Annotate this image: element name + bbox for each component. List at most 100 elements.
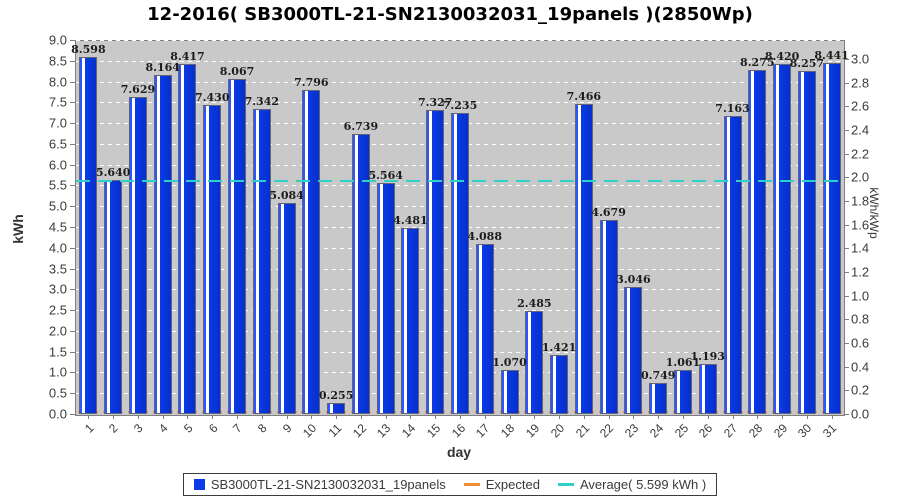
bar-day-23 [624,287,643,414]
bar-day-16 [451,113,469,414]
x-axis-tick-label: 23 [621,421,642,441]
bar-day-7 [228,78,247,414]
x-axis-tick-label: 28 [745,421,766,441]
bar-value-label: 4.679 [591,205,626,219]
y-axis-tick-mark [70,143,75,145]
x-axis-tick-label: 9 [279,421,295,436]
x-axis-tick-mark [559,415,561,419]
y2-axis-tick-mark [844,177,849,179]
bar-value-label: 7.342 [244,94,280,108]
legend-swatch-line [557,483,574,486]
x-axis-tick-label: 8 [255,421,270,436]
x-axis-tick-label: 3 [131,421,146,436]
bar-value-label: 7.327 [417,95,453,109]
y2-axis-tick-label: 3.0 [851,51,870,67]
y2-axis-tick-mark [844,295,849,297]
x-axis-tick-label: 1 [81,421,97,436]
x-axis-tick-mark [212,415,214,419]
legend-swatch-series [193,479,205,490]
bar-value-label: 7.430 [195,91,230,105]
x-axis-tick-label: 17 [473,421,493,441]
legend-item: Average( 5.599 kWh ) [557,477,706,492]
y2-axis-tick-mark [844,106,849,108]
y-axis-tick-label: 9.0 [48,32,67,48]
y-axis-tick-mark [70,310,75,312]
y-axis-tick-label: 1.5 [48,344,67,360]
x-axis-tick-label: 12 [349,421,369,441]
y2-axis-tick-label: 0.2 [851,382,870,398]
chart-title: 12-2016( SB3000TL-21-SN2130032031_19pane… [147,4,753,25]
x-axis-tick-mark [88,415,90,419]
y-axis-tick-mark [70,227,75,228]
y2-axis-tick-label: 0.0 [851,406,870,422]
y-axis-tick-mark [70,123,75,125]
x-axis-tick-label: 6 [205,421,221,436]
y-axis-title-right: kWh/kWp [867,187,881,239]
y2-axis-tick-label: 0.4 [851,359,870,375]
bar-value-label: 7.796 [294,76,329,90]
bar-value-label: 8.420 [764,50,800,64]
y2-axis-tick-mark [844,82,849,84]
bar-day-14 [401,227,420,414]
bar-value-label: 5.640 [95,165,131,179]
bar-day-24 [649,382,668,414]
h-gridline [76,60,844,62]
h-gridline [76,81,844,83]
x-axis-tick-label: 2 [106,421,122,436]
bar-day-1 [79,56,98,414]
y2-axis-tick-label: 0.6 [851,335,870,351]
y2-axis-tick-mark [844,319,849,321]
bar-value-label: 1.193 [690,350,725,364]
x-axis-tick-label: 4 [155,421,171,436]
bar-day-4 [153,74,172,414]
bar-value-label: 8.164 [145,60,180,74]
x-axis-tick-mark [682,415,684,419]
bar-value-label: 8.441 [814,49,849,63]
y-axis-tick-label: 5.0 [48,198,67,214]
y2-axis-tick-label: 1.6 [851,217,870,233]
y-axis-tick-mark [70,393,75,395]
bar-value-label: 0.749 [640,368,676,382]
y-axis-tick-label: 0.5 [48,385,67,401]
bar-value-label: 4.481 [393,213,428,227]
x-axis-tick-label: 25 [671,421,691,441]
x-axis-tick-mark [410,415,412,419]
bar-day-25 [673,369,692,414]
x-axis-tick-label: 21 [572,421,592,441]
x-axis-tick-mark [534,415,536,419]
y2-axis-tick-mark [844,390,849,392]
bar-value-label: 8.257 [789,56,825,70]
y-axis-tick-mark [70,268,75,270]
x-axis-tick-label: 26 [696,421,716,441]
x-axis-tick-mark [831,415,833,419]
y2-axis-tick-label: 1.4 [851,240,870,256]
bar-day-10 [302,90,321,414]
y-axis-tick-label: 5.5 [48,177,67,193]
y-axis-title-left: kWh [10,214,26,244]
y2-axis-tick-mark [844,414,849,415]
y2-axis-tick-label: 2.8 [851,75,870,91]
y2-axis-tick-mark [844,129,849,131]
y-axis-tick-mark [70,247,75,249]
bar-value-label: 2.485 [517,296,552,310]
y-axis-tick-label: 4.5 [48,219,67,235]
bar-day-15 [426,109,445,414]
h-gridline [76,102,844,104]
y2-axis-tick-label: 2.6 [851,98,870,114]
bar-value-label: 0.255 [318,389,354,403]
y2-axis-tick-label: 2.2 [851,146,870,162]
bar-day-22 [599,219,618,414]
x-axis-tick-mark [583,415,585,419]
bar-value-label: 8.067 [219,64,255,78]
x-axis-tick-mark [633,415,635,419]
x-axis-tick-label: 19 [522,421,543,441]
y-axis-tick-label: 3.5 [48,261,67,277]
bar-value-label: 5.564 [368,168,403,182]
bar-value-label: 3.046 [616,273,651,287]
bar-day-19 [525,310,544,414]
x-axis-tick-label: 20 [547,421,568,441]
y-axis-tick-mark [70,185,75,187]
y-axis-tick-label: 8.5 [48,53,67,69]
h-gridline [76,40,844,41]
